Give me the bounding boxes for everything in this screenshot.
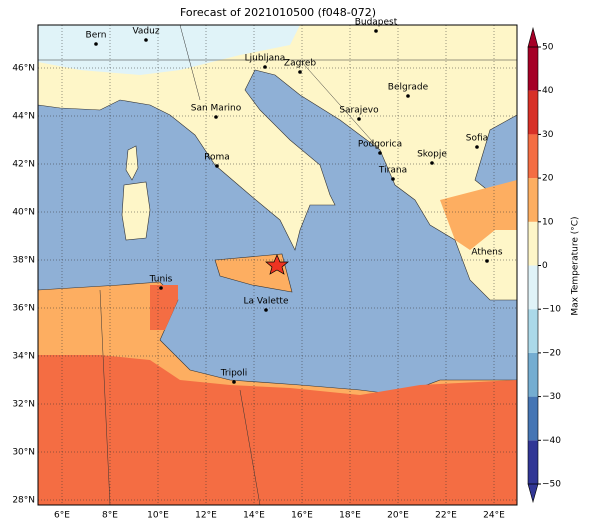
lat-tick-label: 36°N bbox=[12, 304, 35, 314]
africa-hot bbox=[38, 355, 517, 505]
colorbar-tick-label: 40 bbox=[542, 86, 554, 96]
city-dot bbox=[391, 177, 395, 181]
corsica bbox=[125, 145, 139, 181]
city-label: Athens bbox=[471, 248, 502, 258]
lat-tick-label: 44°N bbox=[12, 112, 35, 122]
city-label: Sarajevo bbox=[339, 106, 379, 116]
colorbar-tick-label: −10 bbox=[542, 305, 561, 315]
city-label: La Valette bbox=[244, 297, 289, 307]
city-label: Vaduz bbox=[132, 27, 159, 37]
lon-tick-label: 12°E bbox=[195, 511, 217, 521]
greece-warm bbox=[440, 180, 517, 250]
city-label: Skopje bbox=[417, 150, 447, 160]
city-label: Belgrade bbox=[388, 83, 429, 93]
colorbar-segment bbox=[528, 221, 538, 266]
lon-tick-label: 16°E bbox=[291, 511, 313, 521]
city-label: Ljubljana bbox=[245, 54, 286, 64]
colorbar-segment bbox=[528, 309, 538, 353]
city-dot bbox=[378, 151, 382, 155]
colorbar-segment bbox=[528, 396, 538, 441]
colorbar-segment bbox=[528, 90, 538, 135]
lat-tick-label: 38°N bbox=[12, 256, 35, 266]
city-dot bbox=[159, 286, 163, 290]
colorbar-segment bbox=[528, 134, 538, 179]
colorbar-tick-label: 30 bbox=[542, 130, 554, 140]
city-dot bbox=[406, 94, 410, 98]
sardinia bbox=[121, 181, 151, 241]
lat-tick-label: 42°N bbox=[12, 160, 35, 170]
city-dot bbox=[298, 70, 302, 74]
lon-tick-label: 10°E bbox=[147, 511, 169, 521]
city-dot bbox=[215, 164, 219, 168]
title: Forecast of 2021010500 (f048-072) bbox=[180, 6, 376, 19]
frame bbox=[37, 24, 518, 506]
colorbar-under bbox=[527, 483, 539, 504]
city-dot bbox=[430, 161, 434, 165]
colorbar-label: Max Temperature (°C) bbox=[571, 216, 581, 315]
city-dot bbox=[263, 65, 267, 69]
lon-tick-label: 8°E bbox=[102, 511, 118, 521]
colorbar-tick-label: −30 bbox=[542, 392, 561, 402]
colorbar-tick-label: 20 bbox=[542, 174, 554, 184]
colorbar-tick-label: −50 bbox=[542, 480, 561, 490]
colorbar-over bbox=[527, 26, 539, 48]
lat-tick-label: 28°N bbox=[12, 496, 35, 506]
lat-tick-label: 40°N bbox=[12, 208, 35, 218]
city-label: San Marino bbox=[191, 104, 242, 114]
city-dot bbox=[357, 117, 361, 121]
tunisia-hot bbox=[150, 285, 178, 330]
lon-tick-label: 14°E bbox=[243, 511, 265, 521]
city-label: Budapest bbox=[355, 18, 398, 28]
city-dot bbox=[374, 29, 378, 33]
colorbar-tick-label: 0 bbox=[542, 261, 548, 271]
colorbar-segment bbox=[528, 47, 538, 91]
city-dot bbox=[94, 42, 98, 46]
city-label: Sofia bbox=[466, 134, 488, 144]
lat-tick-label: 32°N bbox=[12, 400, 35, 410]
lon-tick-label: 24°E bbox=[483, 511, 505, 521]
colorbar-tick-label: 10 bbox=[542, 217, 554, 227]
city-label: Bern bbox=[86, 31, 107, 41]
lat-tick-label: 30°N bbox=[12, 448, 35, 458]
city-dot bbox=[214, 115, 218, 119]
city-dot bbox=[475, 145, 479, 149]
alps bbox=[38, 25, 300, 75]
city-label: Tripoli bbox=[220, 369, 248, 379]
city-dot bbox=[485, 259, 489, 263]
colorbar-segment bbox=[528, 440, 538, 484]
city-label: Podgorica bbox=[358, 140, 402, 150]
star-marker bbox=[265, 254, 289, 275]
borders bbox=[38, 24, 517, 506]
colorbar-segment bbox=[528, 352, 538, 397]
lon-tick-label: 6°E bbox=[54, 511, 70, 521]
colorbar-segment bbox=[528, 265, 538, 310]
lon-tick-label: 18°E bbox=[339, 511, 361, 521]
colorbar-tick-label: −40 bbox=[542, 436, 561, 446]
city-dot bbox=[232, 380, 236, 384]
colorbar-tick-label: −20 bbox=[542, 348, 561, 358]
city-label: Tirana bbox=[378, 166, 407, 176]
colorbar-tick-label: 50 bbox=[542, 43, 554, 53]
city-dot bbox=[264, 308, 268, 312]
lon-tick-label: 20°E bbox=[387, 511, 409, 521]
city-dot bbox=[144, 38, 148, 42]
colorbar-segment bbox=[528, 178, 538, 222]
city-label: Zagreb bbox=[284, 59, 316, 69]
city-label: Roma bbox=[204, 153, 230, 163]
lon-tick-label: 22°E bbox=[435, 511, 457, 521]
city-label: Tunis bbox=[149, 275, 173, 285]
lat-tick-label: 46°N bbox=[12, 64, 35, 74]
lat-tick-label: 34°N bbox=[12, 352, 35, 362]
